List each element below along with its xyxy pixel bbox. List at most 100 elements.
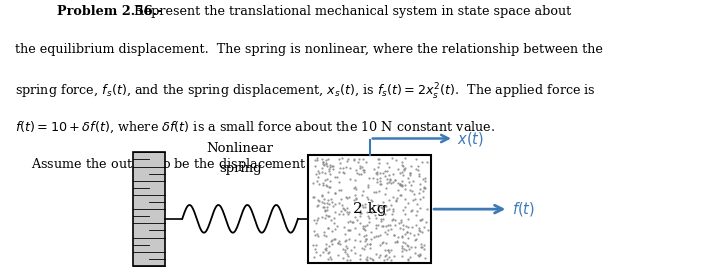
Point	[383, 227, 394, 232]
Point	[416, 216, 428, 221]
Point	[316, 200, 327, 204]
Point	[344, 218, 355, 223]
Point	[349, 251, 360, 255]
Point	[377, 217, 388, 222]
Point	[333, 170, 344, 174]
Point	[341, 159, 353, 163]
Point	[410, 157, 421, 162]
Point	[341, 245, 353, 250]
Point	[411, 213, 422, 217]
Point	[377, 200, 388, 204]
Point	[320, 247, 331, 251]
Point	[311, 171, 322, 176]
Point	[397, 253, 408, 258]
Text: spring: spring	[219, 163, 261, 175]
Point	[340, 232, 351, 237]
Point	[309, 255, 320, 260]
Point	[400, 187, 411, 191]
Point	[380, 204, 391, 208]
Point	[316, 215, 327, 220]
Point	[343, 210, 354, 215]
Point	[411, 223, 422, 227]
Point	[307, 243, 318, 247]
Point	[365, 209, 376, 214]
Point	[362, 197, 373, 202]
Point	[323, 250, 334, 254]
Point	[372, 165, 383, 169]
Point	[334, 166, 346, 171]
Point	[396, 244, 407, 248]
Point	[418, 194, 429, 199]
Point	[380, 192, 391, 196]
Point	[334, 212, 345, 216]
Point	[318, 183, 329, 188]
Point	[335, 209, 346, 213]
Point	[313, 216, 324, 220]
Point	[363, 176, 374, 181]
Point	[309, 164, 320, 169]
Point	[409, 251, 421, 256]
Point	[375, 253, 386, 258]
Point	[349, 198, 360, 203]
Point	[320, 183, 332, 188]
Point	[410, 166, 421, 171]
Point	[409, 197, 421, 201]
Point	[405, 183, 416, 188]
Point	[350, 196, 362, 200]
Text: Assume the output to be the displacement of the mass, $x(t)$.: Assume the output to be the displacement…	[15, 156, 418, 173]
Point	[319, 216, 330, 220]
Point	[397, 208, 408, 212]
Point	[332, 253, 343, 257]
Point	[414, 228, 425, 232]
Point	[339, 207, 350, 212]
Point	[333, 201, 344, 205]
Point	[363, 219, 374, 224]
Point	[378, 240, 389, 244]
Point	[396, 246, 407, 250]
Point	[386, 181, 397, 185]
Text: $x(t)$: $x(t)$	[457, 130, 484, 147]
Point	[325, 184, 336, 189]
Point	[396, 160, 407, 164]
Point	[358, 205, 369, 209]
Point	[336, 188, 347, 193]
Point	[398, 167, 409, 171]
Point	[338, 212, 349, 217]
Point	[367, 176, 378, 181]
Point	[355, 166, 366, 170]
Point	[339, 239, 350, 243]
Point	[333, 157, 344, 161]
Point	[322, 226, 333, 230]
Point	[365, 246, 376, 250]
Point	[358, 169, 369, 174]
Point	[381, 168, 393, 173]
Point	[374, 233, 386, 238]
Point	[357, 164, 368, 169]
Point	[370, 213, 381, 218]
Point	[416, 230, 428, 235]
Point	[323, 214, 334, 218]
Point	[319, 171, 330, 175]
Point	[343, 228, 354, 232]
Point	[414, 218, 426, 222]
Point	[321, 162, 332, 166]
Point	[334, 242, 345, 246]
Point	[405, 209, 416, 213]
Text: Problem 2.56.-: Problem 2.56.-	[57, 5, 163, 18]
Point	[316, 157, 327, 161]
Point	[340, 244, 351, 248]
Point	[372, 170, 383, 175]
Point	[321, 204, 332, 209]
Point	[349, 193, 360, 197]
Point	[319, 230, 330, 234]
Point	[361, 241, 372, 246]
Point	[363, 214, 374, 218]
Point	[345, 258, 356, 262]
Point	[411, 209, 423, 214]
Point	[339, 206, 350, 211]
Point	[383, 165, 395, 170]
Point	[411, 201, 423, 206]
Point	[388, 172, 399, 177]
Point	[422, 160, 433, 164]
Point	[349, 184, 360, 189]
